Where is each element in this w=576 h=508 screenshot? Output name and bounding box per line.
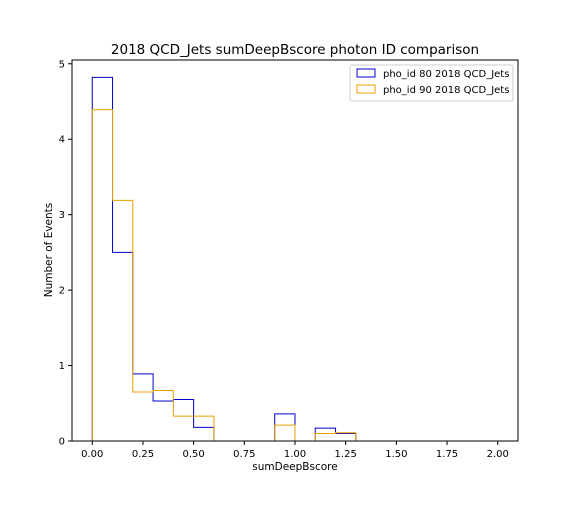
y-tick-label: 3 bbox=[59, 210, 65, 221]
legend-box bbox=[349, 64, 514, 102]
series-1-histogram bbox=[91, 76, 498, 442]
y-axis-ticks: 0 1 2 3 4 5 bbox=[59, 59, 72, 448]
x-axis-ticks: 0.00 0.25 0.50 0.75 1.00 1.25 1.50 1.75 2.00 bbox=[81, 441, 509, 460]
x-tick-label: 1.25 bbox=[335, 449, 357, 460]
series-2-histogram bbox=[91, 109, 498, 442]
legend-label-1: pho_id 80 2018 QCD_Jets bbox=[383, 69, 509, 80]
y-tick-label: 0 bbox=[59, 437, 65, 448]
y-tick-label: 2 bbox=[59, 286, 65, 297]
legend-swatch-2 bbox=[356, 84, 376, 94]
x-tick-label: 1.50 bbox=[385, 449, 407, 460]
x-tick-label: 2.00 bbox=[487, 449, 509, 460]
x-tick-label: 0.25 bbox=[132, 449, 154, 460]
x-tick-label: 0.75 bbox=[233, 449, 255, 460]
legend-swatch-1 bbox=[356, 68, 376, 78]
y-axis-label: Number of Events bbox=[43, 203, 55, 298]
series-layer bbox=[91, 76, 498, 442]
x-tick-label: 0.50 bbox=[183, 449, 205, 460]
x-tick-label: 1.00 bbox=[284, 449, 306, 460]
plot-frame bbox=[71, 59, 519, 442]
y-tick-label: 4 bbox=[59, 135, 65, 146]
legend-label-2: pho_id 90 2018 QCD_Jets bbox=[383, 85, 509, 96]
x-axis-label: sumDeepBscore bbox=[252, 461, 337, 473]
legend: pho_id 80 2018 QCD_Jets pho_id 90 2018 QC… bbox=[349, 64, 514, 102]
y-tick-label: 5 bbox=[59, 59, 65, 70]
x-tick-label: 0.00 bbox=[81, 449, 103, 460]
x-tick-label: 1.75 bbox=[436, 449, 458, 460]
chart-title: 2018 QCD_Jets sumDeepBscore photon ID co… bbox=[111, 42, 479, 58]
y-tick-label: 1 bbox=[59, 361, 65, 372]
